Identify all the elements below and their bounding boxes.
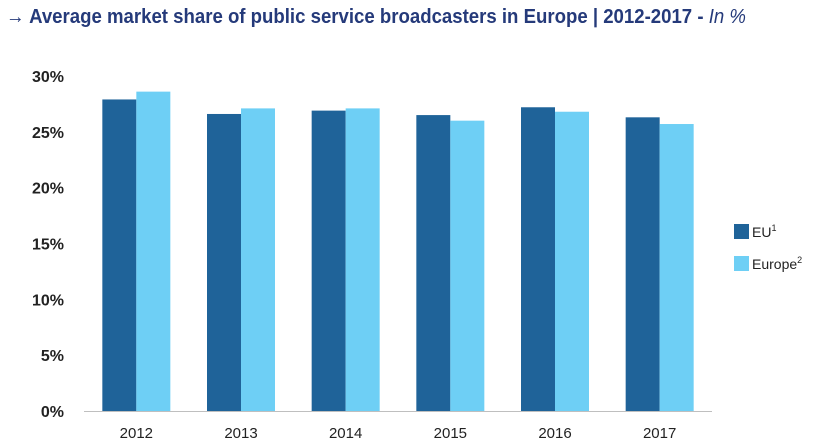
bar-eu-2016: [521, 107, 555, 412]
title-separator: -: [692, 6, 709, 28]
bar-eu-2014: [311, 110, 346, 411]
legend-label-eu: EU1: [752, 223, 776, 240]
legend: EU1 Europe2: [734, 223, 802, 272]
bars: [102, 91, 694, 412]
title-main: Average market share of public service b…: [29, 6, 693, 28]
bar-europe-2014: [345, 108, 380, 411]
y-tick-label: 0%: [41, 404, 64, 421]
bar-eu-2017: [625, 117, 660, 412]
bar-europe-2017: [659, 124, 694, 412]
x-axis-labels: 2012 2013 2014 2015 2016 2017: [120, 425, 677, 442]
legend-swatch-eu: [734, 224, 749, 239]
y-tick-label: 20%: [32, 181, 64, 198]
legend-swatch-europe: [734, 256, 749, 271]
x-tick-label: 2015: [434, 425, 467, 442]
y-tick-label: 15%: [32, 237, 64, 254]
bar-eu-2013: [207, 113, 241, 411]
bar-europe-2012: [136, 91, 171, 411]
bar-europe-2013: [241, 108, 275, 411]
x-tick-label: 2013: [224, 425, 257, 442]
legend-label-europe: Europe2: [752, 255, 802, 272]
x-tick-label: 2016: [538, 425, 571, 442]
bar-eu-2012: [102, 99, 137, 411]
legend-superscript: 1: [771, 223, 776, 233]
title-arrow: →: [6, 6, 25, 28]
x-tick-label: 2017: [643, 425, 676, 442]
y-tick-label: 25%: [32, 125, 64, 142]
x-tick-label: 2012: [120, 425, 153, 442]
y-tick-label: 5%: [41, 348, 64, 365]
x-tick-label: 2014: [329, 425, 362, 442]
y-tick-label: 10%: [32, 292, 64, 309]
bar-eu-2015: [416, 115, 451, 411]
legend-superscript: 2: [797, 255, 802, 265]
title-unit: In %: [708, 6, 746, 28]
y-axis-labels: 0% 5% 10% 15% 20% 25% 30%: [32, 69, 64, 421]
chart-title: → Average market share of public service…: [6, 6, 755, 29]
bar-europe-2016: [555, 111, 589, 411]
y-tick-label: 30%: [32, 69, 64, 86]
bar-europe-2015: [450, 120, 485, 412]
